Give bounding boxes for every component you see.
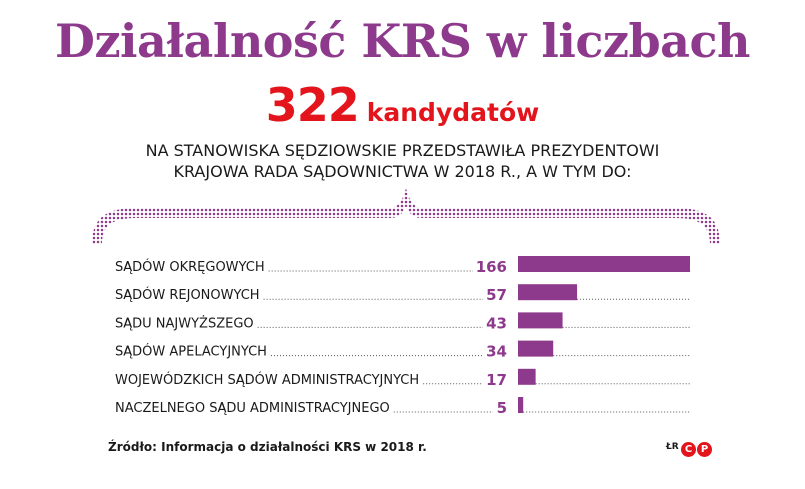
bar — [518, 312, 563, 329]
category-label: SĄDÓW OKRĘGOWYCH — [115, 259, 265, 275]
value-label: 34 — [486, 343, 507, 361]
value-label: 17 — [486, 371, 507, 389]
headline-number: 322 — [265, 78, 360, 132]
author-initials: ŁR — [666, 442, 679, 452]
category-label: WOJEWÓDZKICH SĄDÓW ADMINISTRACYJNYCH — [115, 372, 419, 388]
subtitle-line-2: KRAJOWA RADA SĄDOWNICTWA W 2018 R., A W … — [173, 162, 632, 181]
bar — [518, 397, 524, 413]
category-label: NACZELNEGO SĄDU ADMINISTRACYJNEGO — [115, 401, 390, 416]
brace-decoration — [92, 188, 720, 244]
category-label: SĄDU NAJWYŻSZEGO — [115, 315, 254, 331]
bar — [518, 340, 554, 357]
value-label: 57 — [486, 286, 507, 304]
bar-rows: SĄDÓW OKRĘGOWYCH 166 SĄDÓW REJONOWYCH 57 SĄD… — [115, 256, 690, 417]
headline: 322 kandydatów — [0, 78, 805, 132]
bar — [518, 284, 578, 301]
bar — [518, 368, 536, 385]
logo-letter-p: P — [697, 442, 712, 457]
value-label: 166 — [476, 258, 507, 276]
value-label: 43 — [486, 314, 507, 332]
bar — [518, 256, 690, 272]
source-note: Źródło: Informacja o działalności KRS w … — [108, 440, 427, 454]
category-label: SĄDÓW APELACYJNYCH — [115, 344, 267, 360]
headline-unit: kandydatów — [366, 98, 540, 127]
chart-subtitle: NA STANOWISKA SĘDZIOWSKIE PRZEDSTAWIŁA P… — [0, 140, 805, 182]
subtitle-line-1: NA STANOWISKA SĘDZIOWSKIE PRZEDSTAWIŁA P… — [145, 141, 660, 160]
chart-title: Działalność KRS w liczbach — [55, 14, 750, 68]
value-label: 5 — [497, 399, 507, 417]
category-label: SĄDÓW REJONOWYCH — [115, 287, 260, 303]
logo-letter-c: C — [681, 442, 696, 457]
